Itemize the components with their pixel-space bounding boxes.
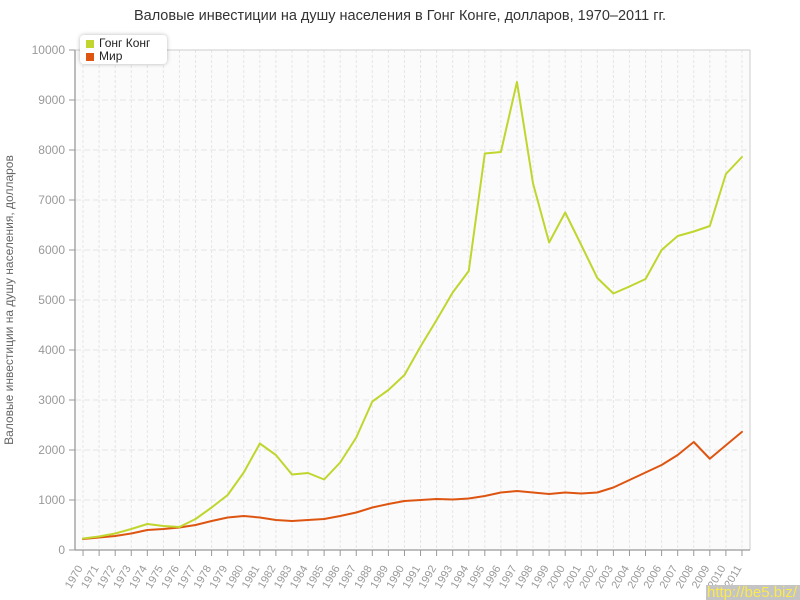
svg-text:2000: 2000	[38, 443, 65, 457]
svg-text:5000: 5000	[38, 293, 65, 307]
svg-text:1000: 1000	[38, 493, 65, 507]
svg-text:8000: 8000	[38, 143, 65, 157]
svg-text:3000: 3000	[38, 393, 65, 407]
svg-text:0: 0	[58, 543, 65, 557]
svg-text:6000: 6000	[38, 243, 65, 257]
svg-text:4000: 4000	[38, 343, 65, 357]
svg-text:7000: 7000	[38, 193, 65, 207]
svg-text:9000: 9000	[38, 93, 65, 107]
svg-text:10000: 10000	[32, 43, 66, 57]
